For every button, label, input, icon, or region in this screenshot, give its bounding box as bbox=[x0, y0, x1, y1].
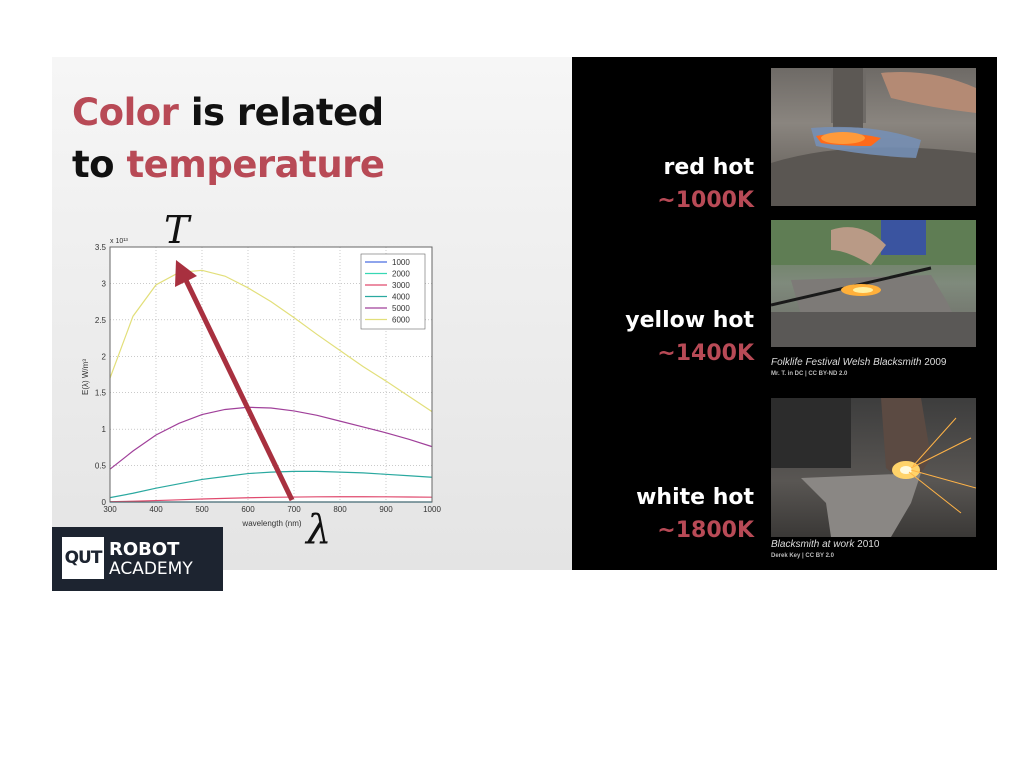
qut-robot-academy-logo: QUT ROBOT ACADEMY bbox=[52, 527, 223, 591]
y-tick-label: 0.5 bbox=[95, 462, 107, 471]
x-tick-label: 300 bbox=[103, 505, 117, 514]
annotation-T: T bbox=[164, 208, 192, 252]
annotation-lambda: λ bbox=[304, 507, 331, 553]
legend-label: 2000 bbox=[392, 270, 410, 279]
x-axis-label: wavelength (nm) bbox=[241, 519, 301, 528]
x-tick-label: 600 bbox=[241, 505, 255, 514]
photo-credit-1-license: Mr. T. in DC | CC BY-ND 2.0 bbox=[771, 371, 848, 377]
chart-ticks: 300 400 500 600 700 800 900 1000 0 0.5 1 1.5 2 2.5 3 3.… bbox=[95, 243, 442, 514]
caption-yellow-hot-temp: ~1400K bbox=[657, 341, 754, 366]
legend-label: 4000 bbox=[392, 293, 410, 302]
title-accent-temperature: temperature bbox=[126, 143, 386, 186]
caption-white-hot-temp: ~1800K bbox=[657, 518, 754, 543]
y-tick-label: 1.5 bbox=[95, 389, 107, 398]
qut-logo-mark: QUT bbox=[62, 537, 104, 579]
y-tick-label: 3 bbox=[102, 279, 107, 288]
slide-title: Color is related to temperature bbox=[72, 87, 385, 191]
y-multiplier-label: x 10¹³ bbox=[110, 238, 129, 245]
legend-label: 6000 bbox=[392, 316, 410, 325]
x-tick-label: 900 bbox=[379, 505, 393, 514]
x-tick-label: 700 bbox=[287, 505, 301, 514]
photo-credit-1-title: Folklife Festival Welsh Blacksmith bbox=[771, 357, 922, 368]
x-tick-label: 400 bbox=[149, 505, 163, 514]
lecture-slide: Color is related to temperature 300 400 50… bbox=[52, 57, 997, 570]
photo-credit-2-title: Blacksmith at work bbox=[771, 539, 855, 550]
title-accent-color: Color bbox=[72, 91, 179, 134]
y-tick-label: 0 bbox=[102, 498, 107, 507]
legend-label: 3000 bbox=[392, 281, 410, 290]
temperature-arrow-head bbox=[175, 260, 197, 287]
photo-white-hot bbox=[771, 398, 976, 537]
photo-credit-1-year: 2009 bbox=[924, 357, 947, 368]
title-line1-rest: is related bbox=[178, 91, 384, 134]
photo-credit-1: Folklife Festival Welsh Blacksmith 2009 bbox=[771, 357, 946, 368]
caption-red-hot-temp: ~1000K bbox=[657, 188, 754, 213]
slide-left-panel: Color is related to temperature 300 400 50… bbox=[52, 57, 572, 570]
photo-yellow-hot bbox=[771, 220, 976, 347]
x-tick-label: 800 bbox=[333, 505, 347, 514]
legend-label: 5000 bbox=[392, 304, 410, 313]
series-line-3000 bbox=[109, 496, 433, 503]
photo-credit-2-license: Derek Key | CC BY 2.0 bbox=[771, 553, 834, 559]
photo-red-hot bbox=[771, 68, 976, 206]
photo-credit-2: Blacksmith at work 2010 bbox=[771, 539, 879, 550]
series-line-4000 bbox=[109, 470, 433, 499]
legend-label: 1000 bbox=[392, 258, 410, 267]
y-tick-label: 1 bbox=[102, 425, 107, 434]
photo-credit-2-year: 2010 bbox=[857, 539, 880, 550]
temperature-arrow-shaft bbox=[180, 272, 295, 502]
caption-yellow-hot: yellow hot bbox=[625, 308, 754, 333]
y-tick-label: 2.5 bbox=[95, 316, 107, 325]
slide-right-panel: red hot ~1000K yellow hot ~1400K white h… bbox=[572, 57, 997, 570]
x-tick-label: 1000 bbox=[423, 505, 441, 514]
chart-legend: 1000 2000 3000 4000 5000 6000 bbox=[360, 253, 426, 330]
series-line-6000 bbox=[109, 269, 433, 413]
title-line2-prefix: to bbox=[72, 143, 127, 186]
series-line-5000 bbox=[109, 406, 433, 470]
x-tick-label: 500 bbox=[195, 505, 209, 514]
y-tick-label: 2 bbox=[102, 352, 107, 361]
legend-box bbox=[360, 253, 426, 330]
caption-white-hot: white hot bbox=[636, 485, 754, 510]
logo-robot-text: ROBOT bbox=[109, 539, 180, 560]
logo-academy-text: ACADEMY bbox=[109, 559, 193, 579]
y-axis-label: E(λ) W/m³ bbox=[81, 359, 90, 395]
chart-frame bbox=[109, 246, 433, 503]
caption-red-hot: red hot bbox=[663, 155, 754, 180]
y-tick-label: 3.5 bbox=[95, 243, 107, 252]
blackbody-chart: 300 400 500 600 700 800 900 1000 0 0.5 1 1.5 2 2.5 3 3.… bbox=[81, 208, 442, 553]
